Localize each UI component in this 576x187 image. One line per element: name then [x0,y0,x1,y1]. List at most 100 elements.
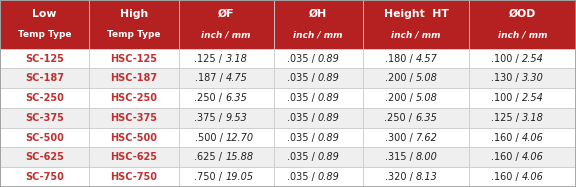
Text: .125 /: .125 / [491,113,522,123]
Bar [469,68,576,88]
Text: .035 /: .035 / [287,113,318,123]
Text: .375 /: .375 / [194,113,226,123]
Bar [89,49,179,68]
Text: 7.62: 7.62 [415,133,437,142]
Text: SC-500: SC-500 [25,133,64,142]
Text: .100 / 2.54: .100 / 2.54 [497,93,549,103]
Text: .035 /: .035 / [287,73,318,83]
Bar [274,128,363,148]
Text: .320 /: .320 / [385,172,415,182]
Text: 0.89: 0.89 [318,172,339,182]
Text: 19.05: 19.05 [226,172,253,182]
Text: .500 /: .500 / [195,133,226,142]
Text: 3.30: 3.30 [522,73,544,83]
Bar [0,148,89,167]
Bar [363,0,469,49]
Text: 8.13: 8.13 [415,172,437,182]
Text: .100 /: .100 / [491,53,522,64]
Text: .035 / 0.89: .035 / 0.89 [292,93,344,103]
Text: .180 /: .180 / [385,53,415,64]
Text: .035 /: .035 / [287,93,318,103]
Bar [89,148,179,167]
Text: .250 / 6.35: .250 / 6.35 [390,113,442,123]
Text: .250 /: .250 / [194,93,226,103]
Bar [0,49,89,68]
Text: .160 /: .160 / [491,152,522,162]
Text: .035 /: .035 / [287,53,318,64]
Text: .200 / 5.08: .200 / 5.08 [390,93,442,103]
Bar [89,108,179,128]
Text: .200 /: .200 / [385,93,415,103]
Text: 3.18: 3.18 [522,113,544,123]
Text: .125 /: .125 / [194,53,226,64]
Text: Low: Low [32,9,57,19]
Text: .100 /: .100 / [491,93,522,103]
Text: 4.06: 4.06 [522,172,544,182]
Text: .035 / 0.89: .035 / 0.89 [292,73,344,83]
Bar [274,0,363,49]
Text: .250 / 6.35: .250 / 6.35 [200,93,252,103]
Text: .160 /: .160 / [491,133,522,142]
Bar [363,68,469,88]
Text: .035 / 0.89: .035 / 0.89 [292,53,344,64]
Text: 15.88: 15.88 [226,152,253,162]
Text: .200 /: .200 / [385,73,415,83]
Text: 0.89: 0.89 [318,53,339,64]
Bar [363,49,469,68]
Text: .035 / 0.89: .035 / 0.89 [292,152,344,162]
Text: .300 / 7.62: .300 / 7.62 [390,133,442,142]
Text: .160 / 4.06: .160 / 4.06 [497,172,549,182]
Text: .625 / 15.88: .625 / 15.88 [197,152,255,162]
Bar [179,49,274,68]
Bar [0,88,89,108]
Bar [363,88,469,108]
Bar [363,128,469,148]
Text: High: High [120,9,148,19]
Bar [274,108,363,128]
Text: SC-250: SC-250 [25,93,64,103]
Bar [89,167,179,187]
Text: HSC-375: HSC-375 [111,113,157,123]
Text: Height  HT: Height HT [384,9,449,19]
Text: 0.89: 0.89 [318,93,339,103]
Bar [0,128,89,148]
Bar [179,88,274,108]
Text: .750 /: .750 / [194,172,226,182]
Text: .130 / 3.30: .130 / 3.30 [497,73,549,83]
Bar [89,128,179,148]
Text: .250 /: .250 / [384,113,415,123]
Bar [274,68,363,88]
Text: .130 /: .130 / [491,73,522,83]
Bar [363,108,469,128]
Text: 4.06: 4.06 [522,152,544,162]
Bar [274,88,363,108]
Text: 4.06: 4.06 [522,133,544,142]
Bar [0,167,89,187]
Text: inch / mm: inch / mm [392,30,441,39]
Text: .035 / 0.89: .035 / 0.89 [292,133,344,142]
Bar [274,49,363,68]
Text: .035 /: .035 / [287,133,318,142]
Text: 0.89: 0.89 [318,152,339,162]
Text: 6.35: 6.35 [415,113,437,123]
Text: 12.70: 12.70 [226,133,253,142]
Text: .187 / 4.75: .187 / 4.75 [200,73,252,83]
Text: HSC-625: HSC-625 [111,152,157,162]
Text: .035 / 0.89: .035 / 0.89 [292,172,344,182]
Text: 4.57: 4.57 [415,53,437,64]
Text: HSC-125: HSC-125 [111,53,157,64]
Text: SC-750: SC-750 [25,172,64,182]
Text: .160 /: .160 / [491,172,522,182]
Text: .625 /: .625 / [194,152,226,162]
Text: 0.89: 0.89 [318,133,339,142]
Text: HSC-250: HSC-250 [111,93,157,103]
Text: .125 / 3.18: .125 / 3.18 [200,53,252,64]
Text: ØOD: ØOD [509,9,536,19]
Bar [363,167,469,187]
Text: Temp Type: Temp Type [18,30,71,39]
Text: .375 / 9.53: .375 / 9.53 [200,113,252,123]
Bar [469,88,576,108]
Text: SC-187: SC-187 [25,73,64,83]
Text: inch / mm: inch / mm [294,30,343,39]
Text: .320 / 8.13: .320 / 8.13 [390,172,442,182]
